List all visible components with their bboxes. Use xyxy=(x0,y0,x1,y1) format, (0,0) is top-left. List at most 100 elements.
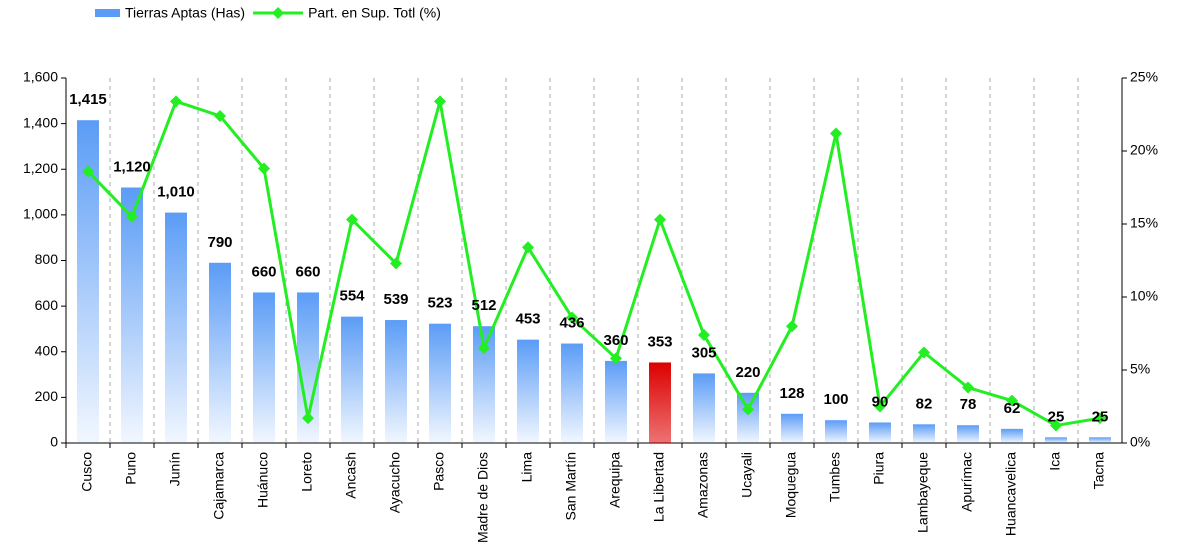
marker xyxy=(170,95,182,108)
marker xyxy=(1094,412,1106,425)
value-label: 25 xyxy=(1048,408,1065,425)
x-tick-label: La Libertad xyxy=(651,452,667,522)
x-tick-label: Huancavelica xyxy=(1003,452,1019,536)
value-label: 82 xyxy=(916,395,933,412)
bar xyxy=(165,212,187,443)
y2-tick-label: 20% xyxy=(1130,142,1158,158)
y-tick-label: 400 xyxy=(35,342,59,358)
bar xyxy=(1089,437,1111,443)
bar xyxy=(737,392,759,443)
value-label: 512 xyxy=(471,297,496,314)
y-tick-label: 1,600 xyxy=(23,69,58,85)
bar xyxy=(693,373,715,443)
y2-tick-label: 5% xyxy=(1130,361,1150,377)
legend-swatch xyxy=(95,9,120,17)
x-tick-label: San Martín xyxy=(563,452,579,520)
marker xyxy=(126,210,138,223)
x-tick-label: Moquegua xyxy=(783,452,799,518)
y-tick-label: 1,200 xyxy=(23,160,58,176)
x-tick-label: Ucayali xyxy=(739,452,755,498)
y-tick-label: 200 xyxy=(35,388,59,404)
x-tick-label: Ayacucho xyxy=(387,452,403,513)
value-label: 78 xyxy=(960,396,977,413)
value-label: 790 xyxy=(207,234,232,251)
line xyxy=(86,99,1101,428)
x-tick-label: Pasco xyxy=(431,452,447,491)
x-tick-label: Loreto xyxy=(299,452,315,492)
x-tick-label: Tacna xyxy=(1091,452,1107,490)
bar xyxy=(297,292,319,443)
marker xyxy=(434,95,446,108)
x-tick-label: Ica xyxy=(1047,452,1063,471)
x-tick-label: Cajamarca xyxy=(211,452,227,520)
marker xyxy=(390,257,402,270)
marker xyxy=(566,311,578,324)
value-label: 436 xyxy=(559,315,584,332)
x-tick-label: Ancash xyxy=(343,452,359,499)
bar xyxy=(1001,428,1023,443)
value-label: 128 xyxy=(779,385,804,402)
bar xyxy=(957,425,979,443)
y2-tick-label: 25% xyxy=(1130,69,1158,85)
y2-tick-label: 10% xyxy=(1130,288,1158,304)
legend-label: Part. en Sup. Totl (%) xyxy=(308,5,441,21)
bar xyxy=(781,413,803,443)
marker xyxy=(698,328,710,341)
marker xyxy=(258,162,270,175)
y2-tick-label: 15% xyxy=(1130,215,1158,231)
bar xyxy=(209,262,231,443)
marker xyxy=(214,109,226,122)
x-tick-label: Piura xyxy=(871,452,887,485)
value-label: 305 xyxy=(691,344,716,361)
x-tick-label: Puno xyxy=(123,452,139,485)
value-label: 360 xyxy=(603,332,628,349)
value-label: 523 xyxy=(427,295,452,312)
value-label: 220 xyxy=(735,364,760,381)
bar xyxy=(121,187,143,443)
value-label: 1,010 xyxy=(157,184,195,201)
x-tick-label: Tumbes xyxy=(827,452,843,502)
bar xyxy=(825,420,847,443)
marker xyxy=(302,412,314,425)
marker xyxy=(1050,419,1062,432)
y-tick-label: 600 xyxy=(35,297,59,313)
marker xyxy=(874,400,886,413)
marker xyxy=(786,320,798,333)
value-label: 1,120 xyxy=(113,158,151,175)
value-label: 100 xyxy=(823,391,848,408)
value-label: 660 xyxy=(295,263,320,280)
value-label: 62 xyxy=(1004,400,1021,417)
legend-marker xyxy=(272,7,285,19)
value-label: 90 xyxy=(872,393,889,410)
x-tick-label: Madre de Dios xyxy=(475,452,491,543)
y2-tick-label: 0% xyxy=(1130,434,1150,450)
x-tick-label: Amazonas xyxy=(695,452,711,518)
bar xyxy=(473,326,495,443)
bar xyxy=(385,320,407,443)
legend-label: Tierras Aptas (Has) xyxy=(125,5,245,21)
x-tick-label: Huánuco xyxy=(255,452,271,508)
marker xyxy=(346,213,358,226)
x-tick-label: Apurímac xyxy=(959,452,975,512)
y-tick-label: 0 xyxy=(50,434,58,450)
bar xyxy=(561,343,583,443)
marker xyxy=(522,241,534,254)
y-tick-label: 1,000 xyxy=(23,206,58,222)
value-label: 25 xyxy=(1092,408,1109,425)
marker xyxy=(610,352,622,365)
bar xyxy=(341,316,363,443)
y-tick-label: 1,400 xyxy=(23,114,58,130)
marker xyxy=(742,403,754,416)
bar xyxy=(869,422,891,443)
marker xyxy=(830,127,842,140)
value-label: 660 xyxy=(251,263,276,280)
marker xyxy=(478,342,490,355)
x-tick-label: Junín xyxy=(167,452,183,486)
bar xyxy=(517,339,539,443)
bar xyxy=(253,292,275,443)
marker xyxy=(918,346,930,359)
value-label: 539 xyxy=(383,291,408,308)
marker xyxy=(1006,394,1018,407)
value-label: 353 xyxy=(647,333,672,350)
